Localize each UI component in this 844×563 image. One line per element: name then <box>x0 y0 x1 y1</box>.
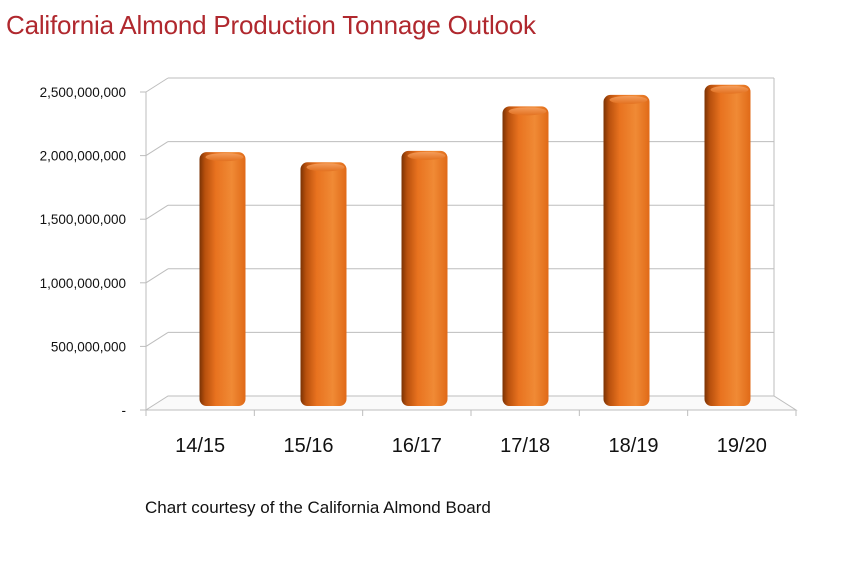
chart-title: California Almond Production Tonnage Out… <box>6 10 536 40</box>
bar-body <box>199 152 246 406</box>
bar-top <box>306 163 345 172</box>
gridline-wall <box>145 268 169 284</box>
y-tick-label: 1,000,000,000 <box>40 276 126 291</box>
bar-18-19 <box>603 94 650 406</box>
y-tick-label: 2,000,000,000 <box>40 149 126 164</box>
gridline-wall <box>145 141 169 157</box>
bar-body <box>603 94 650 406</box>
chart-axes <box>140 77 798 416</box>
bar-17-18 <box>502 106 549 407</box>
x-tick-label: 19/20 <box>717 435 767 457</box>
x-tick-label: 18/19 <box>608 435 658 457</box>
bar-body <box>502 106 549 407</box>
bar-top <box>407 151 446 160</box>
x-tick-label: 17/18 <box>500 435 550 457</box>
y-axis-labels: - 500,000,000 1,000,000,000 1,500,000,000 2,… <box>40 85 126 418</box>
y-tick-label: 2,500,000,000 <box>40 85 126 100</box>
bar-top <box>609 95 648 104</box>
bar-19-20 <box>704 84 751 406</box>
chart-credit: Chart courtesy of the California Almond … <box>145 498 491 517</box>
x-tick-label: 16/17 <box>392 435 442 457</box>
gridline-wall <box>145 204 169 220</box>
x-axis-labels: 14/15 15/16 16/17 17/18 18/19 19/20 <box>175 435 767 457</box>
bar-top <box>508 107 547 116</box>
bar-top <box>205 153 244 162</box>
bar-14-15 <box>199 152 246 406</box>
bar-series <box>199 84 751 407</box>
bar-top <box>710 85 749 94</box>
bar-15-16 <box>300 162 347 406</box>
gridline-wall <box>145 331 169 347</box>
bar-body <box>704 84 751 406</box>
x-tick-label: 15/16 <box>283 435 333 457</box>
y-tick-label: 1,500,000,000 <box>40 212 126 227</box>
bar-16-17 <box>401 150 448 406</box>
y-tick-label: - <box>122 403 127 418</box>
y-tick-label: 500,000,000 <box>51 339 126 354</box>
bar-body <box>401 150 448 406</box>
x-tick-label: 14/15 <box>175 435 225 457</box>
bar-body <box>300 162 347 406</box>
gridline-wall <box>145 77 169 93</box>
